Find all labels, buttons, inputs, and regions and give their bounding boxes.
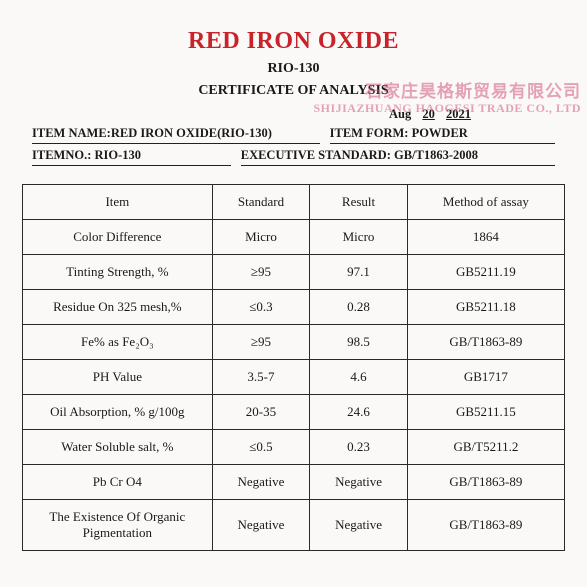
- cell-item: Water Soluble salt, %: [23, 430, 213, 465]
- cell-item: Oil Absorption, % g/100g: [23, 395, 213, 430]
- cell-method: GB5211.18: [407, 290, 564, 325]
- item-name-label: ITEM NAME:: [32, 126, 111, 140]
- item-name-value: RED IRON OXIDE(RIO-130): [111, 126, 272, 140]
- cell-standard: ≥95: [212, 255, 310, 290]
- cell-standard: ≤0.3: [212, 290, 310, 325]
- cell-item: The Existence Of Organic Pigmentation: [23, 500, 213, 551]
- cell-result: Negative: [310, 465, 408, 500]
- table-row: Fe% as Fe₂O₃≥9598.5GB/T1863-89: [23, 325, 565, 360]
- cell-standard: 20-35: [212, 395, 310, 430]
- document-title: RED IRON OXIDE: [22, 28, 565, 55]
- col-standard: Standard: [212, 185, 310, 220]
- meta-row-1: ITEM NAME:RED IRON OXIDE(RIO-130) ITEM F…: [22, 126, 565, 144]
- cell-method: GB/T1863-89: [407, 500, 564, 551]
- cell-result: 98.5: [310, 325, 408, 360]
- cell-item: Pb Cr O4: [23, 465, 213, 500]
- table-row: Tinting Strength, %≥9597.1GB5211.19: [23, 255, 565, 290]
- analysis-table: Item Standard Result Method of assay Col…: [22, 184, 565, 551]
- item-form: ITEM FORM: POWDER: [330, 126, 555, 144]
- product-code: RIO-130: [22, 61, 565, 77]
- table-row: Oil Absorption, % g/100g20-3524.6GB5211.…: [23, 395, 565, 430]
- cell-result: 0.28: [310, 290, 408, 325]
- cell-method: GB/T5211.2: [407, 430, 564, 465]
- cell-method: GB5211.19: [407, 255, 564, 290]
- cell-item: Residue On 325 mesh,%: [23, 290, 213, 325]
- table-row: PH Value3.5-74.6GB1717: [23, 360, 565, 395]
- certificate-heading: CERTIFICATE OF ANALYSIS: [22, 83, 565, 99]
- cell-result: 4.6: [310, 360, 408, 395]
- item-no: ITEMNO.: RIO-130: [32, 148, 231, 166]
- date-year: 2021: [442, 107, 475, 121]
- cell-standard: Negative: [212, 465, 310, 500]
- cell-result: 0.23: [310, 430, 408, 465]
- cell-item: Tinting Strength, %: [23, 255, 213, 290]
- cell-standard: ≤0.5: [212, 430, 310, 465]
- exec-standard: EXECUTIVE STANDARD: GB/T1863-2008: [241, 148, 555, 166]
- table-row: The Existence Of Organic PigmentationNeg…: [23, 500, 565, 551]
- item-name: ITEM NAME:RED IRON OXIDE(RIO-130): [32, 126, 320, 144]
- cell-result: 24.6: [310, 395, 408, 430]
- item-form-label: ITEM FORM:: [330, 126, 409, 140]
- col-method: Method of assay: [407, 185, 564, 220]
- exec-std-label: EXECUTIVE STANDARD:: [241, 148, 391, 162]
- item-form-value: POWDER: [408, 126, 467, 140]
- cell-result: 97.1: [310, 255, 408, 290]
- cell-method: 1864: [407, 220, 564, 255]
- cell-item: Color Difference: [23, 220, 213, 255]
- col-item: Item: [23, 185, 213, 220]
- date-day: 20: [418, 107, 439, 121]
- cell-standard: 3.5-7: [212, 360, 310, 395]
- cell-method: GB5211.15: [407, 395, 564, 430]
- table-row: Pb Cr O4NegativeNegativeGB/T1863-89: [23, 465, 565, 500]
- cell-method: GB/T1863-89: [407, 465, 564, 500]
- table-row: Water Soluble salt, %≤0.50.23GB/T5211.2: [23, 430, 565, 465]
- cell-method: GB1717: [407, 360, 564, 395]
- cell-result: Negative: [310, 500, 408, 551]
- cell-result: Micro: [310, 220, 408, 255]
- meta-row-2: ITEMNO.: RIO-130 EXECUTIVE STANDARD: GB/…: [22, 148, 565, 166]
- cell-item: Fe% as Fe₂O₃: [23, 325, 213, 360]
- item-no-label: ITEMNO.:: [32, 148, 91, 162]
- table-row: Color DifferenceMicroMicro1864: [23, 220, 565, 255]
- col-result: Result: [310, 185, 408, 220]
- item-no-value: RIO-130: [91, 148, 141, 162]
- table-row: Residue On 325 mesh,%≤0.30.28GB5211.18: [23, 290, 565, 325]
- exec-std-value: GB/T1863-2008: [391, 148, 478, 162]
- cell-standard: Micro: [212, 220, 310, 255]
- cell-standard: ≥95: [212, 325, 310, 360]
- cell-method: GB/T1863-89: [407, 325, 564, 360]
- table-header-row: Item Standard Result Method of assay: [23, 185, 565, 220]
- cell-standard: Negative: [212, 500, 310, 551]
- cell-item: PH Value: [23, 360, 213, 395]
- date-month: Aug: [385, 107, 415, 121]
- issue-date: Aug 20 2021: [22, 107, 565, 122]
